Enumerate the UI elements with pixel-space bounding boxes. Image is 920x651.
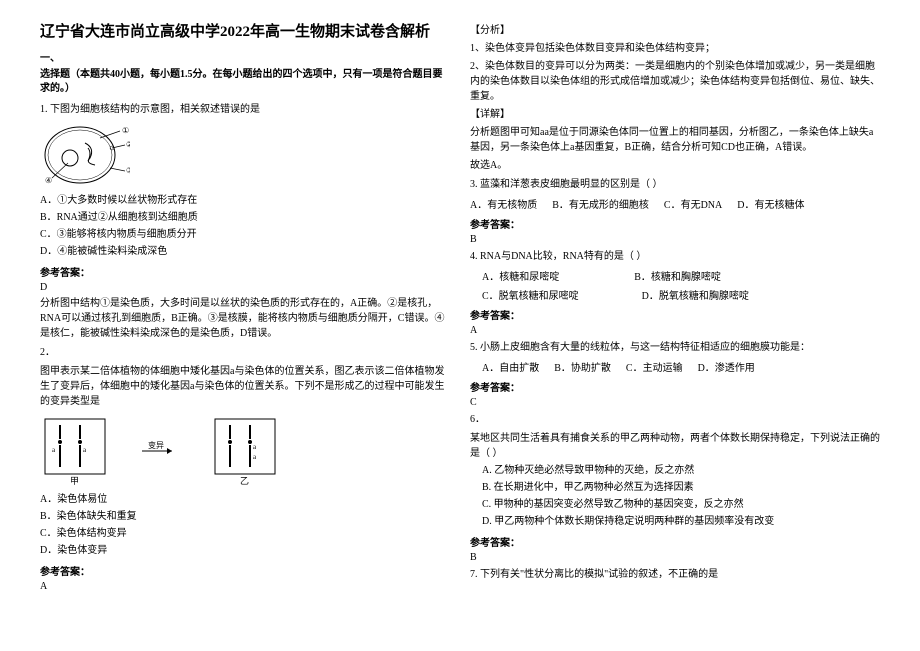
q3-opt-d: D．有无核糖体: [737, 196, 804, 211]
q2-answer: A: [40, 581, 450, 592]
q4-answer: A: [470, 325, 880, 336]
q3-answer-label: 参考答案：: [470, 216, 880, 231]
analysis-line2: 2、染色体数目的变异可以分为两类：一类是细胞内的个别染色体增加或减少，另一类是细…: [470, 59, 880, 104]
q1-opt-b: B．RNA通过②从细胞核到达细胞质: [40, 211, 450, 225]
q1-opt-d: D．④能被碱性染料染成深色: [40, 245, 450, 259]
svg-text:变异: 变异: [148, 441, 164, 450]
q1-figure: ① ② ③ ④: [40, 123, 450, 188]
q6-stem: 某地区共同生活着具有捕食关系的甲乙两种动物，两者个体数长期保持稳定，下列说法正确…: [470, 431, 880, 461]
q4-opt-b: B．核糖和胸腺嘧啶: [634, 268, 721, 283]
q1-answer: D: [40, 282, 450, 293]
q6-opt-c: C. 甲物种的基因突变必然导致乙物种的基因突变，反之亦然: [482, 498, 880, 512]
q5-options: A．自由扩散 B．协助扩散 C．主动运输 D．渗透作用: [482, 359, 880, 374]
q3-opt-b: B．有无成形的细胞核: [552, 196, 649, 211]
left-column: 辽宁省大连市尚立高级中学2022年高一生物期末试卷含解析 一、 选择题（本题共4…: [30, 20, 460, 631]
q2-figure: a a 甲 变异 a a 乙: [40, 417, 450, 485]
q2-opt-c: C．染色体结构变异: [40, 527, 450, 541]
q4-options-row2: C．脱氧核糖和尿嘧啶 D．脱氧核糖和胸腺嘧啶: [482, 287, 880, 302]
q3-opt-c: C．有无DNA: [664, 196, 722, 211]
q4-stem: 4. RNA与DNA比较，RNA特有的是（ ）: [470, 249, 880, 264]
q3-answer: B: [470, 234, 880, 245]
chromosome-right: a a 乙: [210, 417, 280, 485]
svg-text:a: a: [253, 453, 257, 461]
exam-title: 辽宁省大连市尚立高级中学2022年高一生物期末试卷含解析: [40, 20, 450, 41]
q6-opt-a: A. 乙物种灭绝必然导致甲物种的灭绝，反之亦然: [482, 464, 880, 478]
chromosome-left: a a 甲: [40, 417, 110, 485]
svg-text:④: ④: [45, 176, 52, 185]
q2-answer-label: 参考答案：: [40, 563, 450, 578]
q6-answer-label: 参考答案：: [470, 534, 880, 549]
cell-nucleus-diagram: ① ② ③ ④: [40, 123, 130, 188]
q7-stem: 7. 下列有关"性状分离比的模拟"试验的叙述，不正确的是: [470, 567, 880, 582]
detail-label: 【详解】: [470, 107, 880, 122]
q1-answer-label: 参考答案：: [40, 264, 450, 279]
q1-opt-a: A．①大多数时候以丝状物形式存在: [40, 194, 450, 208]
q4-opt-c: C．脱氧核糖和尿嘧啶: [482, 287, 579, 302]
detail-text: 分析题图甲可知aa是位于同源染色体同一位置上的相同基因，分析图乙，一条染色体上缺…: [470, 125, 880, 155]
q1-stem: 1. 下图为细胞核结构的示意图，相关叙述错误的是: [40, 102, 450, 117]
q5-stem: 5. 小肠上皮细胞含有大量的线粒体，与这一结构特征相适应的细胞膜功能是：: [470, 340, 880, 355]
q5-opt-b: B．协助扩散: [554, 359, 611, 374]
svg-text:a: a: [83, 446, 87, 454]
svg-text:乙: 乙: [240, 476, 249, 485]
q3-options: A．有无核物质 B．有无成形的细胞核 C．有无DNA D．有无核糖体: [470, 196, 880, 211]
svg-text:a: a: [52, 446, 56, 454]
q1-explanation: 分析图中结构①是染色质，大多时间是以丝状的染色质的形式存在的，A正确。②是核孔，…: [40, 296, 450, 341]
q6-opt-b: B. 在长期进化中，甲乙两物种必然互为选择因素: [482, 481, 880, 495]
arrow-icon: 变异: [140, 441, 180, 461]
q5-answer: C: [470, 397, 880, 408]
q4-opt-d: D．脱氧核糖和胸腺嘧啶: [642, 287, 749, 302]
q4-answer-label: 参考答案：: [470, 307, 880, 322]
section-header: 一、: [40, 49, 450, 64]
conclusion: 故选A。: [470, 158, 880, 173]
q5-opt-a: A．自由扩散: [482, 359, 539, 374]
q5-opt-d: D．渗透作用: [698, 359, 755, 374]
q5-opt-c: C．主动运输: [626, 359, 683, 374]
svg-text:③: ③: [126, 166, 130, 175]
instruction: 选择题（本题共40小题，每小题1.5分。在每小题给出的四个选项中，只有一项是符合…: [40, 68, 450, 96]
q6-answer: B: [470, 552, 880, 563]
q2-num: 2．: [40, 345, 450, 360]
analysis-label: 【分析】: [470, 23, 880, 38]
q3-opt-a: A．有无核物质: [470, 196, 537, 211]
svg-text:①: ①: [122, 126, 129, 135]
q4-opt-a: A．核糖和尿嘧啶: [482, 268, 559, 283]
q1-opt-c: C．③能够将核内物质与细胞质分开: [40, 228, 450, 242]
q2-opt-b: B．染色体缺失和重复: [40, 510, 450, 524]
svg-text:②: ②: [126, 140, 130, 149]
q3-stem: 3. 蓝藻和洋葱表皮细胞最明显的区别是（ ）: [470, 177, 880, 192]
svg-text:甲: 甲: [70, 476, 79, 485]
q6-num: 6．: [470, 412, 880, 427]
q2-stem: 图甲表示某二倍体植物的体细胞中矮化基因a与染色体的位置关系，图乙表示该二倍体植物…: [40, 364, 450, 409]
q2-opt-d: D．染色体变异: [40, 544, 450, 558]
right-column: 【分析】 1、染色体变异包括染色体数目变异和染色体结构变异； 2、染色体数目的变…: [460, 20, 890, 631]
svg-text:a: a: [253, 443, 257, 451]
analysis-line1: 1、染色体变异包括染色体数目变异和染色体结构变异；: [470, 41, 880, 56]
q6-opt-d: D. 甲乙两物种个体数长期保持稳定说明两种群的基因频率没有改变: [482, 515, 880, 529]
q2-opt-a: A．染色体易位: [40, 493, 450, 507]
q4-options-row1: A．核糖和尿嘧啶 B．核糖和胸腺嘧啶: [482, 268, 880, 283]
q5-answer-label: 参考答案：: [470, 379, 880, 394]
